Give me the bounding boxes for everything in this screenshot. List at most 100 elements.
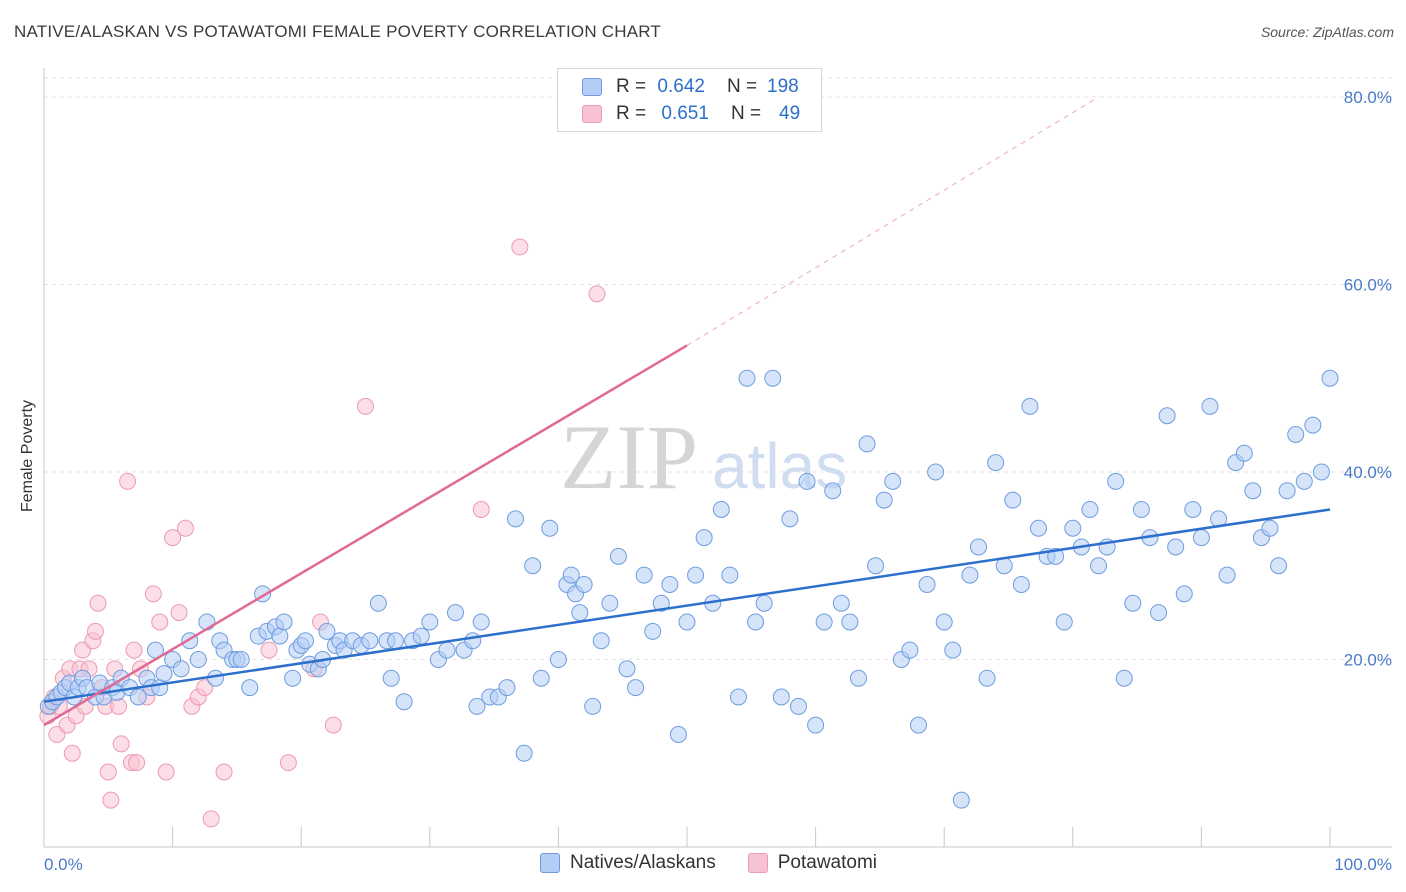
series-legend: Natives/Alaskans Potawatomi bbox=[540, 852, 909, 874]
potawatomi-point bbox=[196, 679, 214, 697]
native-point bbox=[729, 688, 747, 706]
native-point bbox=[712, 501, 730, 518]
native-point bbox=[1244, 482, 1262, 500]
native-point bbox=[1115, 669, 1133, 687]
native-point bbox=[318, 622, 336, 640]
legend-n-value: 49 bbox=[779, 103, 801, 124]
native-point bbox=[1192, 529, 1210, 547]
y-tick-label: 20.0% bbox=[1344, 651, 1392, 670]
native-point bbox=[271, 627, 289, 645]
native-point bbox=[927, 463, 945, 481]
native-point bbox=[1124, 594, 1142, 612]
native-point bbox=[592, 632, 610, 650]
legend-row-natives: R = 0.642 N = 198 bbox=[582, 75, 799, 99]
native-point bbox=[858, 435, 876, 453]
native-point bbox=[571, 604, 589, 622]
native-point bbox=[661, 576, 679, 593]
potawatomi-point bbox=[202, 810, 220, 828]
native-point bbox=[695, 529, 713, 547]
native-point bbox=[155, 665, 173, 683]
legend-label-natives: Natives/Alaskans bbox=[570, 852, 716, 873]
legend-r-value: 0.642 bbox=[657, 76, 705, 97]
potawatomi-point bbox=[176, 519, 194, 537]
potawatomi-point bbox=[472, 501, 490, 518]
potawatomi-point bbox=[89, 594, 107, 612]
potawatomi-point bbox=[110, 697, 128, 715]
native-point bbox=[901, 641, 919, 659]
native-point bbox=[1312, 463, 1330, 481]
native-point bbox=[382, 669, 400, 687]
legend-item-potawatomi[interactable]: Potawatomi bbox=[747, 852, 878, 874]
native-point bbox=[755, 594, 773, 612]
native-point bbox=[918, 576, 936, 593]
y-tick-label: 60.0% bbox=[1344, 276, 1392, 295]
potawatomi-point bbox=[86, 622, 104, 640]
native-point bbox=[987, 454, 1005, 472]
native-point bbox=[189, 651, 207, 668]
native-point bbox=[952, 791, 970, 809]
native-point bbox=[644, 622, 662, 640]
potawatomi-point bbox=[99, 763, 117, 781]
y-tick-label: 40.0% bbox=[1344, 463, 1392, 482]
native-point bbox=[1090, 557, 1108, 575]
potawatomi-point bbox=[125, 641, 143, 659]
potawatomi-point bbox=[144, 585, 162, 603]
x-tick-label: 100.0% bbox=[1334, 855, 1392, 874]
native-point bbox=[747, 613, 765, 631]
native-point bbox=[129, 688, 147, 706]
native-point bbox=[541, 519, 559, 537]
native-point bbox=[549, 651, 567, 668]
native-point bbox=[618, 660, 636, 678]
native-point bbox=[515, 744, 533, 762]
native-point bbox=[1047, 547, 1065, 565]
legend-n-label: N = bbox=[730, 103, 762, 124]
native-point bbox=[1235, 444, 1253, 462]
natives-trend-line bbox=[43, 508, 1331, 703]
native-point bbox=[601, 594, 619, 612]
native-point bbox=[824, 482, 842, 500]
native-point bbox=[875, 491, 893, 509]
native-point bbox=[627, 679, 645, 697]
native-point bbox=[1012, 576, 1030, 593]
native-point bbox=[395, 693, 413, 711]
native-point bbox=[738, 369, 756, 387]
native-point bbox=[678, 613, 696, 631]
native-point bbox=[507, 510, 525, 528]
native-point bbox=[978, 669, 996, 687]
potawatomi-point bbox=[279, 754, 297, 772]
native-point bbox=[232, 651, 250, 668]
native-point bbox=[1021, 397, 1039, 415]
native-point bbox=[1064, 519, 1082, 537]
native-point bbox=[781, 510, 799, 528]
native-point bbox=[789, 697, 807, 715]
native-point bbox=[1270, 557, 1288, 575]
native-point bbox=[609, 547, 627, 565]
native-point bbox=[1107, 472, 1125, 490]
chart-title: NATIVE/ALASKAN VS POTAWATOMI FEMALE POVE… bbox=[14, 22, 661, 41]
native-point bbox=[961, 566, 979, 584]
native-point bbox=[1030, 519, 1048, 537]
native-point bbox=[669, 726, 687, 743]
grid-lines bbox=[44, 77, 1392, 660]
native-point bbox=[575, 576, 593, 593]
potawatomi-point bbox=[357, 397, 374, 415]
legend-item-natives[interactable]: Natives/Alaskans bbox=[540, 852, 716, 874]
native-point bbox=[369, 594, 387, 612]
native-point bbox=[687, 566, 705, 584]
native-point bbox=[1295, 472, 1313, 490]
native-point bbox=[562, 566, 580, 584]
native-point bbox=[421, 613, 439, 631]
legend-row-potawatomi: R = 0.651 N = 49 bbox=[582, 102, 800, 126]
potawatomi-points bbox=[39, 238, 606, 828]
native-point bbox=[1055, 613, 1073, 631]
native-point bbox=[498, 679, 516, 697]
native-point bbox=[206, 669, 224, 687]
native-point bbox=[849, 669, 867, 687]
legend-swatch-blue bbox=[540, 853, 560, 873]
native-point bbox=[772, 688, 790, 706]
native-point bbox=[798, 472, 816, 490]
legend-label-potawatomi: Potawatomi bbox=[777, 852, 878, 873]
potawatomi-point bbox=[102, 791, 120, 809]
potawatomi-point bbox=[63, 744, 81, 762]
